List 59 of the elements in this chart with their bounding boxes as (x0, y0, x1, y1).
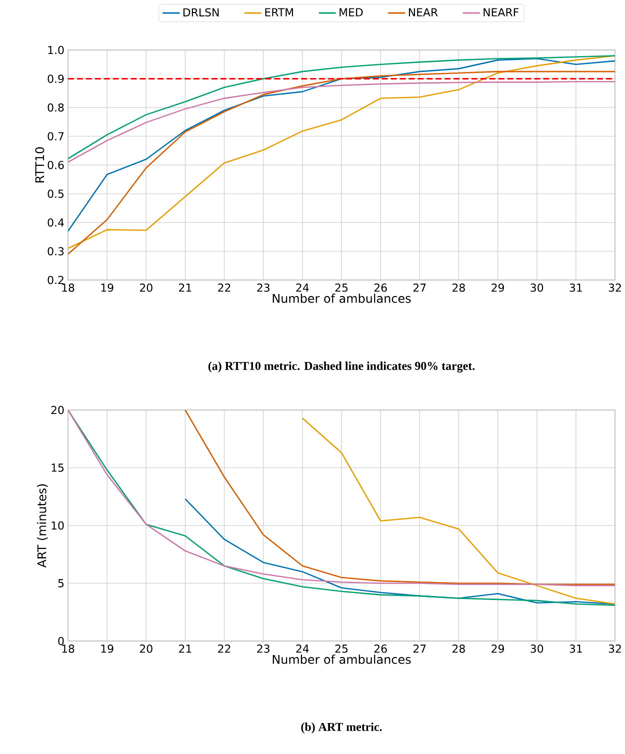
x-tick-label: 30 (530, 284, 543, 292)
x-tick-label: 29 (491, 284, 504, 292)
y-tick-label: 0.2 (48, 276, 64, 284)
line-series (68, 55, 615, 160)
x-tick-label: 19 (101, 644, 114, 653)
x-tick-label: 29 (491, 644, 504, 653)
x-tick-label: 31 (570, 644, 582, 653)
x-tick-label: 27 (413, 644, 426, 653)
y-tick-label: 0.6 (48, 160, 64, 170)
x-tick-label: 23 (257, 644, 270, 653)
legend-label: MED (339, 8, 363, 16)
y-tick-label: 0.8 (48, 103, 64, 112)
line-series (302, 417, 615, 605)
y-tick-label: 1.0 (48, 46, 64, 54)
x-tick-label: 21 (178, 644, 192, 653)
x-tick-label: 24 (296, 284, 309, 292)
text: (b) ART metric. (301, 722, 382, 734)
x-tick-label: 23 (257, 284, 270, 292)
x-tick-label: 32 (608, 284, 621, 292)
y-tick-label: 0 (58, 636, 64, 646)
x-tick-label: 25 (335, 644, 348, 653)
y-tick-label: 0.9 (48, 74, 64, 83)
x-tick-label: 25 (335, 284, 348, 292)
y-tick-label: 0.4 (48, 218, 64, 227)
line-series (184, 498, 615, 605)
y-tick-label: 5 (58, 579, 64, 588)
x-tick-label: 27 (413, 284, 426, 292)
x-axis-title: Number of ambulances (272, 294, 411, 303)
text: (a) RTT10 metric. Dashed line indicates 90% target. (208, 362, 474, 372)
legend-label: DRLSN (183, 8, 218, 16)
x-tick-label: 22 (218, 644, 230, 653)
line-series (68, 80, 615, 163)
x-tick-label: 19 (101, 284, 114, 292)
y-axis-title: RTT10 (35, 147, 44, 182)
y-tick-label: 0.5 (48, 190, 64, 198)
legend-label: ERTM (265, 8, 293, 16)
y-tick-label: 10 (52, 521, 64, 530)
x-tick-label: 28 (452, 644, 465, 653)
x-tick-label: 26 (374, 644, 387, 653)
x-tick-label: 20 (140, 644, 152, 653)
y-tick-label: 0.3 (48, 247, 64, 256)
y-axis-title: ART (minutes) (36, 484, 48, 568)
legend-label: NEAR (408, 8, 438, 16)
x-tick-label: 18 (62, 644, 74, 653)
x-tick-label: 20 (140, 284, 152, 292)
x-tick-label: 24 (296, 644, 309, 653)
x-tick-label: 26 (374, 284, 387, 292)
y-tick-label: 0.7 (48, 132, 64, 140)
x-tick-label: 21 (178, 284, 192, 292)
x-tick-label: 22 (218, 284, 230, 292)
y-tick-label: 20 (51, 406, 64, 414)
x-axis-title: Number of ambulances (272, 654, 411, 664)
x-tick-label: 31 (570, 284, 582, 292)
x-tick-label: 32 (608, 644, 621, 653)
x-tick-label: 30 (530, 644, 543, 653)
x-tick-label: 18 (62, 284, 74, 292)
x-tick-label: 28 (452, 284, 465, 292)
y-tick-label: 15 (52, 464, 64, 472)
legend-label: NEARF (484, 8, 518, 16)
